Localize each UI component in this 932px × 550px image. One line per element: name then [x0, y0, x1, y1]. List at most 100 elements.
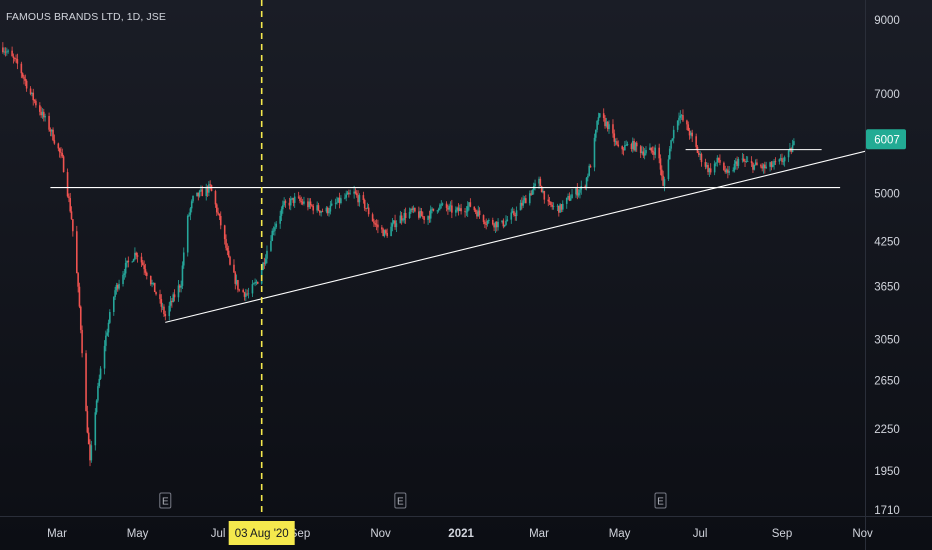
candle	[608, 120, 610, 134]
x-tick-label: Mar	[47, 528, 67, 540]
candle-body	[605, 121, 608, 127]
candle-body	[189, 208, 192, 215]
candle-body	[686, 120, 688, 125]
candle	[540, 185, 543, 193]
candle-body	[114, 290, 116, 298]
candle-body	[308, 201, 311, 208]
candle	[455, 206, 457, 217]
candle	[565, 197, 568, 209]
x-tick-label: Mar	[529, 528, 549, 540]
candle	[6, 47, 8, 56]
candle	[410, 207, 412, 214]
candle	[181, 261, 184, 290]
candle-body	[177, 285, 180, 298]
candle-body	[441, 203, 444, 205]
earnings-marker[interactable]: E	[394, 492, 407, 509]
candle	[274, 222, 276, 236]
candle	[515, 206, 518, 221]
x-tick-label: May	[127, 528, 149, 540]
x-tick-label: Jul	[211, 528, 226, 540]
candle	[456, 206, 458, 213]
candle-body	[229, 256, 231, 265]
candle-body	[25, 80, 28, 89]
candle-body	[645, 150, 647, 154]
earnings-marker[interactable]: E	[159, 492, 172, 509]
candle-body	[373, 221, 375, 224]
candle	[756, 158, 758, 166]
candle	[173, 289, 176, 302]
candle	[205, 183, 208, 201]
y-tick-label: 2650	[874, 376, 900, 388]
candle-body	[188, 214, 190, 216]
candle-body	[386, 233, 388, 237]
candle-body	[33, 100, 36, 101]
candle	[98, 374, 101, 389]
candle-body	[144, 269, 147, 273]
y-tick-label: 9000	[874, 15, 900, 27]
candle	[41, 108, 44, 119]
earnings-marker-label: E	[397, 497, 404, 508]
candle	[308, 198, 311, 210]
candle	[57, 142, 60, 152]
candle	[716, 155, 719, 167]
candle-body	[622, 149, 625, 151]
candle-body	[653, 151, 655, 155]
candle-body	[760, 165, 762, 167]
candle	[374, 220, 377, 228]
candle	[543, 190, 546, 204]
candle-body	[668, 148, 671, 160]
candle-body	[16, 59, 19, 64]
candle-body	[238, 289, 241, 291]
candle	[734, 158, 737, 170]
candle-body	[53, 140, 56, 144]
candle-body	[392, 220, 395, 224]
candle-body	[550, 201, 552, 206]
candle-body	[641, 151, 643, 154]
candle	[23, 74, 25, 85]
candle	[477, 205, 480, 217]
candle	[558, 205, 560, 217]
candle-body	[340, 198, 342, 203]
candle-body	[391, 223, 394, 227]
candle	[208, 181, 210, 197]
candle	[39, 102, 41, 116]
candle-body	[705, 165, 708, 167]
candle-body	[717, 157, 720, 160]
last-price-badge: 6007	[866, 129, 906, 150]
candle-body	[534, 183, 536, 186]
candle-body	[21, 73, 24, 77]
candle-body	[346, 192, 349, 195]
candle-body	[639, 146, 642, 154]
candles	[2, 42, 795, 467]
candle-body	[762, 164, 765, 169]
candle-body	[179, 285, 181, 288]
candle	[770, 160, 773, 171]
candle	[275, 221, 278, 229]
candle	[427, 215, 429, 225]
candle-body	[79, 306, 82, 330]
candle	[724, 165, 727, 174]
candle-body	[612, 124, 614, 134]
candle-body	[704, 162, 707, 167]
candle	[382, 227, 384, 237]
candle-body	[631, 140, 634, 149]
candle	[672, 125, 675, 144]
candle	[4, 47, 7, 57]
candle	[377, 219, 379, 234]
candle	[69, 192, 72, 213]
candle	[567, 193, 569, 200]
candle	[653, 146, 655, 161]
candle-body	[70, 211, 73, 220]
earnings-marker[interactable]: E	[654, 492, 667, 509]
candle	[778, 158, 781, 165]
candle-body	[633, 140, 635, 151]
candle-body	[68, 196, 70, 199]
candle-body	[700, 154, 703, 163]
candle	[13, 57, 16, 62]
candle	[53, 134, 56, 145]
candle-body	[44, 116, 46, 118]
candle-body	[155, 292, 157, 295]
candle-body	[587, 175, 589, 178]
